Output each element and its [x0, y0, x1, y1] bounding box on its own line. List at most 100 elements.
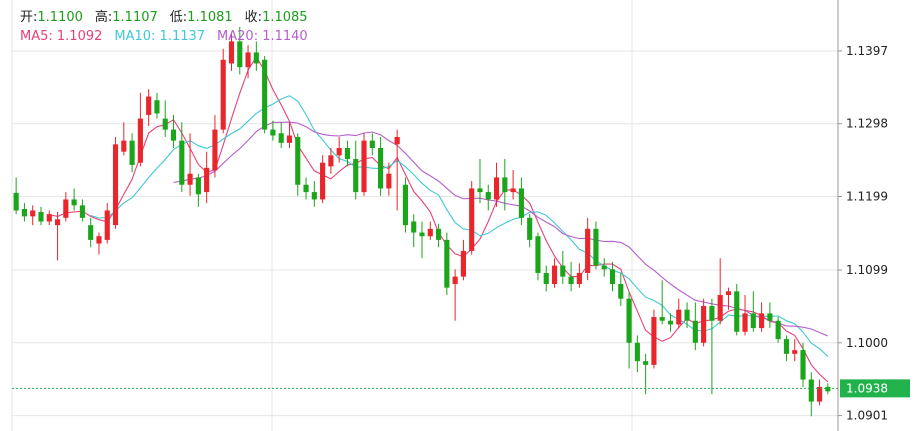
candle-body [485, 192, 491, 200]
candle-body [295, 136, 301, 185]
candle-body [676, 309, 682, 325]
header-ohlc-line: 开:1.1100 高:1.1107 低:1.1081 收:1.1085 [20, 9, 308, 25]
candle-body [601, 265, 607, 270]
candle-body [551, 265, 558, 284]
candle-body [311, 192, 317, 200]
candle-body [444, 239, 450, 288]
candle-body [560, 265, 566, 277]
candle-body [179, 140, 185, 185]
candle-body [21, 209, 27, 217]
candles [13, 26, 831, 417]
candle-body [303, 184, 309, 193]
candle-body [750, 313, 756, 329]
y-tick-label: 1.1397 [846, 44, 888, 58]
candle-body [502, 177, 508, 193]
candle-body [659, 317, 665, 321]
high-label: 高: [95, 9, 112, 25]
ma5-legend: MA5: 1.1092 [20, 29, 102, 44]
candle-body [253, 52, 259, 64]
current-price-value: 1.0938 [846, 381, 888, 395]
grid-layer [11, 0, 839, 431]
candle-body [477, 188, 483, 193]
ma20-legend: MA20: 1.1140 [217, 29, 308, 44]
candle-body [88, 225, 94, 240]
candle-body [79, 205, 85, 218]
candle-body [808, 379, 814, 402]
candle-body [220, 59, 226, 130]
candle-body [535, 236, 541, 273]
low-value: 1.1081 [187, 10, 233, 25]
candle-body [684, 309, 690, 321]
candle-body [593, 228, 599, 266]
ma-lines [49, 55, 829, 383]
candle-body [187, 173, 193, 185]
candle-body [775, 320, 781, 340]
candle-body [30, 210, 36, 217]
candle-body [568, 276, 574, 284]
candle-body [137, 118, 143, 163]
y-tick-label: 1.0901 [846, 409, 888, 423]
candle-body [96, 236, 102, 244]
candle-body [112, 144, 119, 226]
candle-body [361, 140, 367, 193]
close-value: 1.1085 [262, 10, 308, 25]
candle-body [204, 167, 210, 193]
candle-body [825, 386, 831, 392]
candle-body [328, 155, 334, 167]
candle-body [394, 136, 400, 145]
candle-body [278, 133, 284, 143]
candle-body [817, 386, 823, 402]
candle-body [792, 350, 798, 354]
candle-body [162, 118, 168, 130]
candle-body [427, 228, 433, 237]
candle-body [651, 317, 657, 365]
y-tick-label: 1.1199 [846, 190, 888, 204]
candle-body [262, 59, 268, 130]
candle-body [725, 291, 732, 296]
candle-body [245, 52, 251, 68]
candle-body [460, 250, 466, 277]
candle-body [717, 295, 723, 321]
candle-body [344, 147, 351, 160]
candle-body [493, 177, 500, 200]
candle-body [543, 272, 549, 284]
candle-body [626, 298, 632, 343]
candle-body [618, 283, 624, 299]
candle-body [378, 147, 384, 189]
candle-body [237, 41, 243, 68]
current-price-tag [840, 379, 910, 398]
candle-body [435, 228, 442, 240]
open-label: 开: [20, 10, 37, 25]
candle-body [212, 129, 218, 171]
candle-body [419, 232, 425, 237]
candle-body [353, 159, 359, 193]
candle-body [709, 306, 715, 321]
candle-body [510, 188, 516, 193]
candle-body [667, 320, 674, 325]
candle-body [634, 342, 640, 362]
candle-body [121, 140, 127, 152]
candle-body [369, 140, 375, 148]
y-tick-label: 1.1298 [846, 117, 888, 131]
candle-body [576, 272, 582, 284]
ohlc-header: 开:1.1100 高:1.1107 低:1.1081 收:1.1085 MA5: 1.… [20, 9, 308, 44]
candle-body [170, 129, 177, 141]
candle-body [411, 221, 417, 233]
candle-body [46, 214, 52, 222]
candle-body [129, 140, 135, 165]
candle-body [518, 188, 524, 218]
ma5-line [49, 55, 829, 383]
candle-body [13, 192, 19, 211]
candle-body [527, 217, 533, 240]
candle-body [469, 188, 475, 251]
candle-body [767, 313, 773, 321]
candle-body [452, 276, 458, 284]
candle-body [402, 184, 409, 226]
candle-body [63, 199, 69, 218]
candle-body [800, 350, 806, 380]
candle-body [54, 219, 61, 226]
candle-body [38, 211, 44, 222]
candle-body [783, 339, 790, 354]
ma10-legend: MA10: 1.1137 [114, 29, 205, 44]
